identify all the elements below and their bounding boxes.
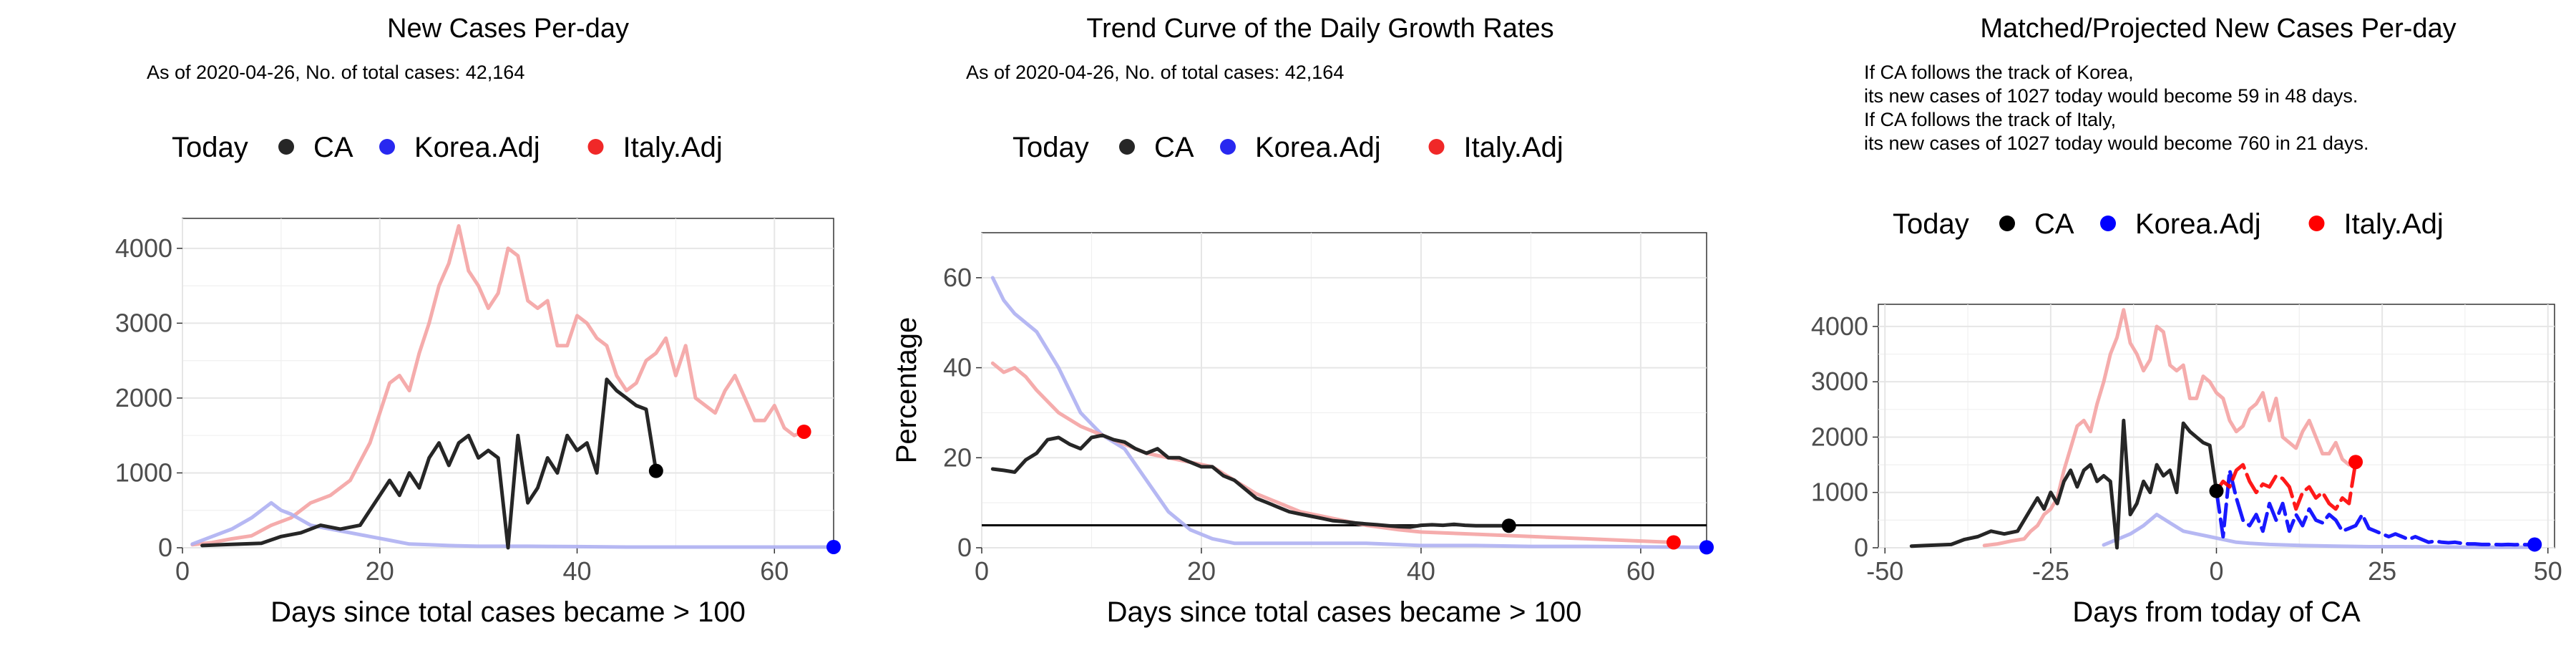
annotation-line: its new cases of 1027 today would become… xyxy=(1864,85,2358,107)
y-tick-label: 4000 xyxy=(115,233,172,263)
x-tick-label: 20 xyxy=(366,556,394,586)
legend-swatch-ca xyxy=(1119,139,1135,155)
legend-label-ca: CA xyxy=(2034,208,2074,240)
today-point-italy-adj xyxy=(796,424,811,439)
x-tick-label: 50 xyxy=(2534,556,2562,586)
legend-title: Today xyxy=(1893,208,1969,240)
legend-label-korea: Korea.Adj xyxy=(2135,208,2261,240)
legend-swatch-ca xyxy=(1999,216,2015,231)
x-axis-label: Days since total cases became > 100 xyxy=(270,596,746,628)
y-tick-label: 0 xyxy=(957,533,972,562)
today-point-korea-adj xyxy=(1699,540,1714,555)
y-tick-label: 0 xyxy=(158,533,172,562)
y-tick-label: 4000 xyxy=(1811,311,1868,341)
chart-title: New Cases Per-day xyxy=(387,14,629,44)
y-tick-label: 2000 xyxy=(1811,422,1868,451)
legend-label-italy: Italy.Adj xyxy=(2344,208,2444,240)
legend-label-ca: CA xyxy=(1154,132,1194,163)
x-tick-label: -25 xyxy=(2032,556,2069,586)
series-line-italy-adj xyxy=(190,224,806,547)
legend-label-korea: Korea.Adj xyxy=(1255,132,1381,163)
today-point-italy-adj xyxy=(2348,455,2363,470)
legend-label-ca: CA xyxy=(313,132,353,163)
legend: Today CA Korea.Adj Italy.Adj xyxy=(172,132,723,163)
series-line-ca xyxy=(1909,418,2218,550)
y-tick-label: 40 xyxy=(943,353,972,382)
today-point-ca xyxy=(2209,483,2224,498)
chart-panel-1: 0 20 40 60 0 1000 2000 3000 4000 New Cases Per-da… xyxy=(115,14,841,628)
x-tick-label: 0 xyxy=(975,556,989,586)
series-line-korea-adj xyxy=(190,500,836,549)
legend-swatch-korea xyxy=(1220,139,1236,155)
today-point-ca xyxy=(1501,518,1516,533)
legend-label-korea: Korea.Adj xyxy=(414,132,540,163)
y-tick-label: 1000 xyxy=(115,458,172,487)
chart-panel-3: -50 -25 0 25 50 0 1000 2000 3000 4000 Matched/Proj… xyxy=(1811,14,2562,628)
today-point-italy-adj xyxy=(1666,535,1681,550)
legend-swatch-korea xyxy=(379,139,395,155)
today-point-korea-adj xyxy=(826,539,841,554)
chart-title: Trend Curve of the Daily Growth Rates xyxy=(1086,14,1553,44)
today-point-korea-adj xyxy=(2527,537,2542,552)
y-tick-label: 20 xyxy=(943,443,972,472)
legend-swatch-italy xyxy=(587,139,604,155)
plot-area xyxy=(981,232,1707,548)
legend-swatch-italy xyxy=(2308,216,2325,231)
x-axis-label: Days since total cases became > 100 xyxy=(1107,596,1582,628)
gridlines xyxy=(182,218,834,548)
x-tick-label: -50 xyxy=(1866,556,1903,586)
annotation-line: If CA follows the track of Korea, xyxy=(1864,62,2134,83)
legend-swatch-korea xyxy=(2100,216,2116,231)
y-axis-label: Percentage xyxy=(891,317,922,464)
series-line-korea-adj xyxy=(990,276,1709,549)
y-tick-label: 0 xyxy=(1854,533,1868,562)
annotation-line: If CA follows the track of Italy, xyxy=(1864,109,2116,130)
series-line-ca xyxy=(200,377,658,550)
x-tick-label: 40 xyxy=(562,556,591,586)
series-line-italy-adj xyxy=(2215,460,2358,511)
legend-title: Today xyxy=(172,132,248,163)
y-tick-label: 60 xyxy=(943,263,972,292)
legend-label-italy: Italy.Adj xyxy=(623,132,723,163)
chart-subtitle: As of 2020-04-26, No. of total cases: 42… xyxy=(147,62,525,83)
y-tick-label: 3000 xyxy=(115,308,172,337)
y-tick-label: 3000 xyxy=(1811,367,1868,396)
series-line-korea-adj-past- xyxy=(2102,513,2537,549)
x-tick-label: 25 xyxy=(2368,556,2396,586)
x-tick-label: 60 xyxy=(760,556,789,586)
x-tick-label: 60 xyxy=(1626,556,1655,586)
x-tick-label: 40 xyxy=(1407,556,1435,586)
series-line-italy-adj-past- xyxy=(1982,308,2358,548)
chart-title: Matched/Projected New Cases Per-day xyxy=(1980,14,2456,44)
x-tick-label: 0 xyxy=(175,556,190,586)
chart-subtitle: As of 2020-04-26, No. of total cases: 42… xyxy=(966,62,1344,83)
legend: Today CA Korea.Adj Italy.Adj xyxy=(1013,132,1563,163)
legend-label-italy: Italy.Adj xyxy=(1464,132,1563,163)
legend-swatch-italy xyxy=(1428,139,1445,155)
annotation-line: its new cases of 1027 today would become… xyxy=(1864,132,2368,154)
x-tick-label: 20 xyxy=(1187,556,1216,586)
x-tick-label: 0 xyxy=(2209,556,2223,586)
legend-swatch-ca xyxy=(278,139,294,155)
x-axis-label: Days from today of CA xyxy=(2072,596,2361,628)
today-point-ca xyxy=(648,463,663,478)
legend: Today CA Korea.Adj Italy.Adj xyxy=(1893,208,2444,240)
series-line-korea-adj xyxy=(2215,468,2537,547)
plot-area xyxy=(182,218,834,548)
chart-panel-2: 0 20 40 60 0 20 40 60 Trend Curve of the Daily G… xyxy=(891,14,1714,628)
y-tick-label: 2000 xyxy=(115,383,172,412)
y-tick-label: 1000 xyxy=(1811,478,1868,507)
legend-title: Today xyxy=(1013,132,1089,163)
series-line-ca xyxy=(990,433,1511,529)
